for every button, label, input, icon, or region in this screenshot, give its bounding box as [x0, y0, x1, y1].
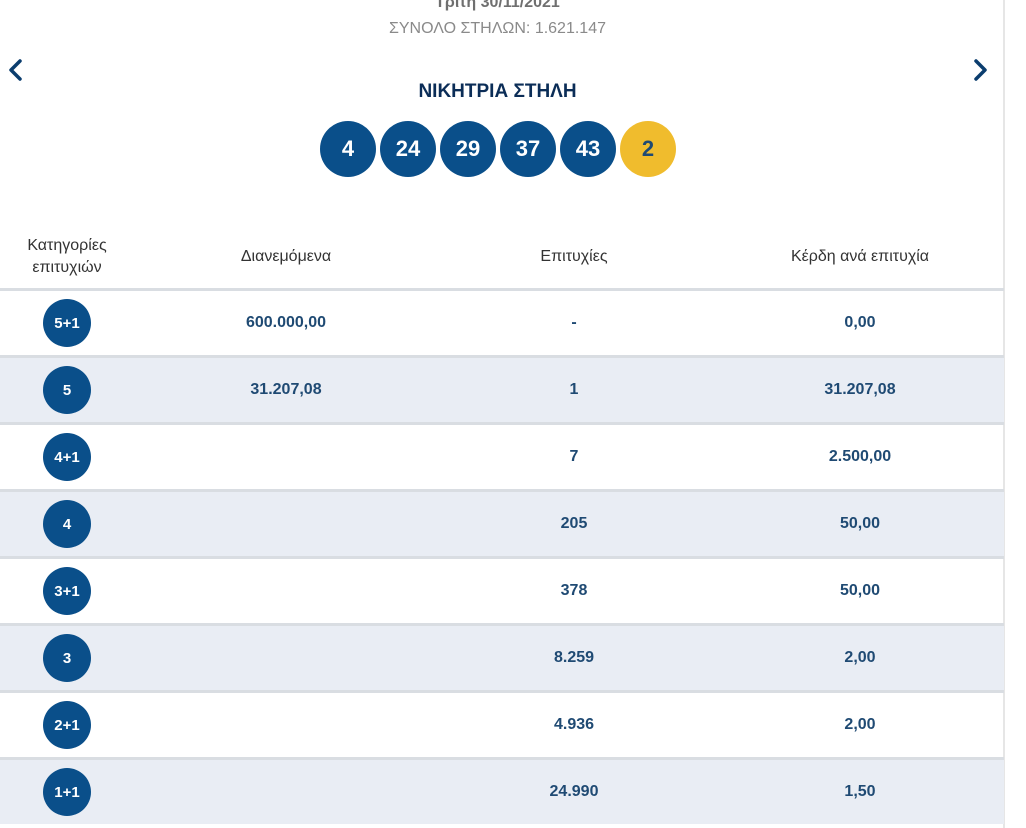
- prize-cell: 1,50: [844, 783, 876, 800]
- category-ball: 3+1: [43, 567, 91, 615]
- winners-cell: -: [571, 314, 577, 331]
- chevron-left-icon: [9, 59, 22, 81]
- prize-cell: 0,00: [844, 314, 876, 331]
- table-row: 5+1 600.000,00 - 0,00: [0, 288, 1004, 355]
- table-row: 4 205 50,00: [0, 489, 1004, 556]
- number-ball: 4: [320, 121, 376, 177]
- distributed-cell: [186, 760, 386, 824]
- header-category-line1: Κατηγορίες: [27, 237, 107, 254]
- category-ball: 3: [43, 634, 91, 682]
- number-ball: 43: [560, 121, 616, 177]
- distributed-cell: [186, 425, 386, 489]
- prize-cell: 50,00: [839, 582, 881, 599]
- category-ball: 4+1: [43, 433, 91, 481]
- distributed-cell: [186, 492, 386, 556]
- header-distributed: Διανεμόμενα: [240, 248, 332, 265]
- winners-cell: 205: [560, 515, 588, 532]
- distributed-cell: [186, 693, 386, 757]
- prize-cell: 2,00: [844, 649, 876, 666]
- prize-table: 5+1 600.000,00 - 0,00 5 31.207,08 1 31.2…: [0, 288, 1004, 824]
- winners-cell: 24.990: [549, 783, 599, 800]
- header-category-line2: επιτυχιών: [32, 259, 102, 276]
- prize-cell: 31.207,08: [824, 381, 896, 398]
- winners-cell: 4.936: [553, 716, 595, 733]
- header-prize: Κέρδη ανά επιτυχία: [790, 248, 930, 265]
- next-draw-button[interactable]: [968, 56, 992, 84]
- category-ball: 2+1: [43, 701, 91, 749]
- winners-cell: 7: [569, 448, 579, 465]
- category-ball: 5: [43, 366, 91, 414]
- prize-cell: 2,00: [844, 716, 876, 733]
- category-ball: 5+1: [43, 299, 91, 347]
- distributed-cell: 31.207,08: [250, 381, 322, 398]
- total-columns: ΣΥΝΟΛΟ ΣΤΗΛΩΝ: 1.621.147: [388, 20, 606, 37]
- draw-date: Τρίτη 30/11/2021: [435, 0, 560, 11]
- table-row: 2+1 4.936 2,00: [0, 690, 1004, 757]
- table-row: 4+1 7 2.500,00: [0, 422, 1004, 489]
- page-border: [1003, 0, 1005, 828]
- category-ball: 1+1: [43, 768, 91, 816]
- number-ball: 37: [500, 121, 556, 177]
- number-ball: 29: [440, 121, 496, 177]
- table-row: 3+1 378 50,00: [0, 556, 1004, 623]
- winning-numbers: 4 24 29 37 43 2: [320, 121, 676, 177]
- winning-column-title: ΝΙΚΗΤΡΙΑ ΣΤΗΛΗ: [418, 81, 577, 102]
- joker-ball: 2: [620, 121, 676, 177]
- prize-cell: 50,00: [839, 515, 881, 532]
- number-ball: 24: [380, 121, 436, 177]
- table-row: 3 8.259 2,00: [0, 623, 1004, 690]
- distributed-cell: [186, 626, 386, 690]
- prev-draw-button[interactable]: [4, 56, 28, 84]
- winners-cell: 378: [560, 582, 588, 599]
- header-category: Κατηγορίες επιτυχιών: [0, 226, 134, 288]
- category-ball: 4: [43, 500, 91, 548]
- table-row: 5 31.207,08 1 31.207,08: [0, 355, 1004, 422]
- winners-cell: 8.259: [553, 649, 595, 666]
- distributed-cell: [186, 559, 386, 623]
- distributed-cell: 600.000,00: [245, 314, 327, 331]
- header-winners: Επιτυχίες: [540, 248, 608, 265]
- prize-cell: 2.500,00: [828, 448, 892, 465]
- chevron-right-icon: [974, 59, 987, 81]
- winners-cell: 1: [569, 381, 579, 398]
- table-header: Κατηγορίες επιτυχιών Διανεμόμενα Επιτυχί…: [0, 226, 1004, 288]
- table-row: 1+1 24.990 1,50: [0, 757, 1004, 824]
